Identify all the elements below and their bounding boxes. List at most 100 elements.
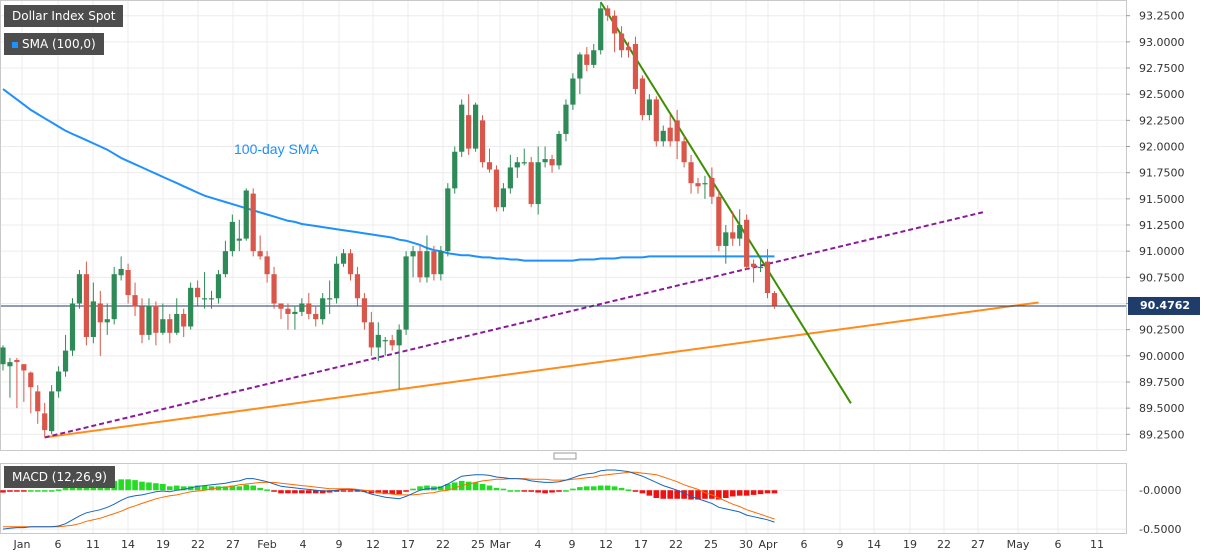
candle-body — [382, 340, 388, 342]
macd-histogram-bar — [222, 486, 229, 491]
macd-histogram-bar — [194, 485, 201, 491]
y-tick-label: 90.7500 — [1139, 271, 1185, 284]
macd-panel-frame — [0, 463, 1127, 534]
macd-histogram-bar — [660, 490, 667, 499]
candle-body — [570, 78, 576, 105]
candle-body — [445, 188, 451, 252]
candle-body — [688, 162, 694, 184]
y-tick-label: 92.0000 — [1139, 141, 1185, 154]
candle-body — [35, 391, 41, 412]
x-tick-label: 9 — [336, 538, 343, 551]
macd-histogram-bar — [292, 490, 298, 494]
sma-legend: SMA (100,0) — [4, 33, 104, 55]
candle-body — [167, 319, 173, 333]
candle-body — [709, 177, 715, 197]
x-tick-label: Jan — [13, 538, 31, 551]
macd-histogram-bar — [570, 488, 576, 491]
macd-histogram-bar — [528, 490, 534, 492]
candle-body — [153, 305, 159, 333]
candle-body — [368, 322, 374, 348]
macd-histogram-bar — [472, 482, 479, 491]
panel-resize-handle — [553, 452, 577, 460]
candle-body — [306, 303, 312, 314]
y-tick-label: 91.5000 — [1139, 193, 1185, 206]
candle-body — [320, 298, 326, 320]
candle-body — [56, 371, 62, 392]
macd-histogram-bar — [28, 490, 34, 492]
candle-body — [111, 274, 117, 320]
sma-legend-label: SMA (100,0) — [22, 37, 96, 51]
macd-histogram-bar — [14, 490, 20, 492]
candle-body — [479, 120, 486, 163]
candle-body — [417, 251, 423, 278]
x-tick-label: 27 — [226, 538, 240, 551]
macd-histogram-bar — [514, 490, 521, 492]
macd-histogram-bar — [167, 486, 173, 491]
macd-histogram-bar — [180, 486, 187, 491]
support-trendline — [44, 301, 1039, 439]
x-tick-label: 14 — [867, 538, 881, 551]
y-tick-label: 93.2500 — [1139, 10, 1185, 23]
macd-histogram-bar — [403, 490, 409, 492]
macd-histogram-bar — [625, 489, 632, 491]
candle-body — [542, 159, 548, 163]
macd-histogram-bar — [410, 488, 416, 491]
candle-body — [410, 251, 416, 257]
macd-histogram-bar — [125, 479, 131, 491]
macd-histogram-bar — [465, 481, 472, 491]
candle-body — [549, 159, 555, 166]
macd-histogram-bar — [743, 490, 750, 496]
x-tick-label: 27 — [971, 538, 985, 551]
resistance-trendline — [599, 1, 852, 404]
candle-body — [493, 169, 500, 208]
macd-histogram-bar — [438, 486, 444, 491]
candle-body — [695, 183, 701, 187]
macd-histogram-bar — [243, 484, 250, 491]
candle-body — [667, 127, 673, 142]
macd-histogram-bar — [21, 490, 27, 492]
y-tick-label: 89.2500 — [1139, 428, 1185, 441]
x-tick-label: 22 — [191, 538, 205, 551]
sma-100-line — [2, 88, 775, 262]
candle-body — [313, 313, 319, 320]
chart-title: Dollar Index Spot — [4, 5, 124, 27]
candle-body — [702, 183, 708, 185]
candle-body — [201, 298, 208, 300]
candle-body — [257, 251, 263, 257]
macd-histogram-bar — [201, 485, 208, 491]
macd-histogram-bar — [493, 487, 500, 491]
x-tick-label: 6 — [801, 538, 808, 551]
macd-histogram-bar — [375, 490, 382, 494]
candle-body — [174, 313, 180, 333]
macd-legend: MACD (12,26,9) — [4, 466, 115, 488]
candle-body — [674, 120, 680, 142]
x-tick-label: 19 — [156, 538, 170, 551]
candle-body — [292, 311, 298, 314]
x-tick-label: 9 — [569, 538, 576, 551]
macd-layer — [0, 469, 778, 530]
candle-body — [188, 287, 194, 327]
x-tick-label: 22 — [669, 538, 683, 551]
last-price-tag-bg — [1128, 296, 1200, 315]
candle-body — [556, 133, 562, 166]
macd-histogram-bar — [577, 487, 583, 491]
candle-body — [97, 303, 103, 323]
macd-histogram-bar — [611, 486, 618, 491]
candle-body — [396, 329, 402, 346]
macd-histogram-bar — [445, 484, 451, 491]
candle-body — [563, 104, 569, 134]
macd-histogram-bar — [556, 490, 562, 492]
candle-body — [236, 238, 242, 241]
macd-histogram-bar — [271, 490, 277, 492]
macd-histogram-bar — [646, 490, 653, 496]
candle-body — [90, 301, 96, 337]
y-tick-label: 90.0000 — [1139, 350, 1185, 363]
candle-body — [361, 298, 367, 323]
candle-body — [299, 303, 305, 312]
x-tick-label: 14 — [121, 538, 135, 551]
macd-histogram-bar — [278, 490, 284, 494]
candle-body — [486, 162, 493, 170]
macd-histogram-bar — [0, 490, 6, 493]
macd-histogram-bar — [764, 490, 771, 494]
